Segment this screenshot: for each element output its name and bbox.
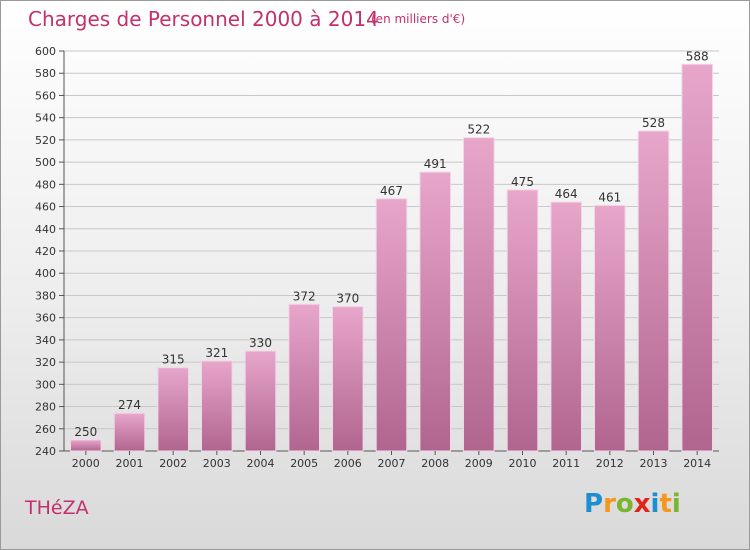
y-tick-label: 360 xyxy=(35,312,56,325)
x-tick-label-2007: 2007 xyxy=(378,457,406,470)
bar-2003 xyxy=(201,360,233,452)
data-label-2012: 461 xyxy=(598,190,621,204)
bar-2012 xyxy=(594,204,626,452)
y-tick-label: 560 xyxy=(35,89,56,102)
logo-letter: x xyxy=(633,489,651,519)
x-tick-label-2011: 2011 xyxy=(552,457,580,470)
y-tick-label: 240 xyxy=(35,445,56,458)
logo-letter: P xyxy=(584,489,604,519)
x-tick-label-2005: 2005 xyxy=(290,457,318,470)
x-tick-label-2008: 2008 xyxy=(421,457,449,470)
bars xyxy=(70,63,714,452)
bar-2010 xyxy=(506,189,539,452)
bar-2008 xyxy=(419,171,451,452)
x-tick-label-2010: 2010 xyxy=(509,457,537,470)
y-tick-label: 340 xyxy=(35,334,56,347)
bar-2005 xyxy=(288,303,320,452)
data-labels: 250 274 315 321 330 372 370 467 491 522 475 464 461 5… xyxy=(74,49,708,439)
data-label-2009: 522 xyxy=(467,123,490,137)
logo-letter: o xyxy=(615,489,634,519)
y-tick-label: 500 xyxy=(35,156,56,169)
x-tick-label-2012: 2012 xyxy=(596,457,624,470)
data-label-2005: 372 xyxy=(293,289,316,303)
proxiti-logo[interactable]: Proxiti xyxy=(584,489,681,519)
data-label-2013: 528 xyxy=(642,116,665,130)
logo-letter: i xyxy=(650,489,660,519)
commune-name: THéZA xyxy=(25,497,89,519)
y-tick-label: 440 xyxy=(35,223,56,236)
x-tick-label-2002: 2002 xyxy=(159,457,187,470)
data-label-2000: 250 xyxy=(74,425,97,439)
y-tick-label: 280 xyxy=(35,401,56,414)
logo-letter: t xyxy=(659,489,672,519)
chart-title: Charges de Personnel 2000 à 2014 xyxy=(28,7,379,31)
y-tick-label: 320 xyxy=(35,356,56,369)
y-tick-label: 260 xyxy=(35,423,56,436)
x-tick-label-2009: 2009 xyxy=(465,457,493,470)
y-tick-label: 580 xyxy=(35,67,56,80)
data-label-2007: 467 xyxy=(380,184,403,198)
y-tick-label: 600 xyxy=(35,45,56,58)
x-tick-labels: 2000 2001 2002 2003 2004 2005 2006 2007 2008 2009… xyxy=(72,451,711,470)
bar-2006 xyxy=(332,306,364,452)
y-tick-label: 380 xyxy=(35,289,56,302)
data-label-2002: 315 xyxy=(162,353,185,367)
bar-2004 xyxy=(244,350,277,452)
x-tick-label-2004: 2004 xyxy=(247,457,275,470)
data-label-2014: 588 xyxy=(686,49,709,63)
y-tick-label: 420 xyxy=(35,245,56,258)
y-tick-label: 300 xyxy=(35,378,56,391)
x-tick-label-2006: 2006 xyxy=(334,457,362,470)
data-label-2011: 464 xyxy=(555,187,578,201)
logo-letter: i xyxy=(671,489,681,519)
data-label-2001: 274 xyxy=(118,398,141,412)
x-tick-label-2014: 2014 xyxy=(683,457,711,470)
bar-2007 xyxy=(375,198,408,452)
y-tick-label: 520 xyxy=(35,134,56,147)
y-tick-label: 400 xyxy=(35,267,56,280)
logo-letter: r xyxy=(603,489,616,519)
bar-2009 xyxy=(463,137,495,452)
bar-2014 xyxy=(681,63,714,452)
y-tick-labels: 240 260 280 300 320 340 360 380 400 420 440 460 480 5… xyxy=(35,45,56,458)
x-tick-label-2003: 2003 xyxy=(203,457,231,470)
data-label-2006: 370 xyxy=(336,292,359,306)
bar-2013 xyxy=(637,130,670,452)
bar-2000 xyxy=(70,439,102,452)
chart-subtitle: (en milliers d'€) xyxy=(371,12,466,26)
x-tick-label-2001: 2001 xyxy=(116,457,144,470)
x-tick-label-2013: 2013 xyxy=(640,457,668,470)
bar-2002 xyxy=(157,367,189,452)
data-label-2010: 475 xyxy=(511,175,534,189)
bar-2011 xyxy=(550,201,583,452)
y-tick-label: 460 xyxy=(35,201,56,214)
y-tick-label: 540 xyxy=(35,112,56,125)
data-label-2008: 491 xyxy=(424,157,447,171)
bar-2001 xyxy=(113,412,146,452)
data-label-2003: 321 xyxy=(205,346,228,360)
y-tick-label: 480 xyxy=(35,178,56,191)
data-label-2004: 330 xyxy=(249,336,272,350)
x-tick-label-2000: 2000 xyxy=(72,457,100,470)
